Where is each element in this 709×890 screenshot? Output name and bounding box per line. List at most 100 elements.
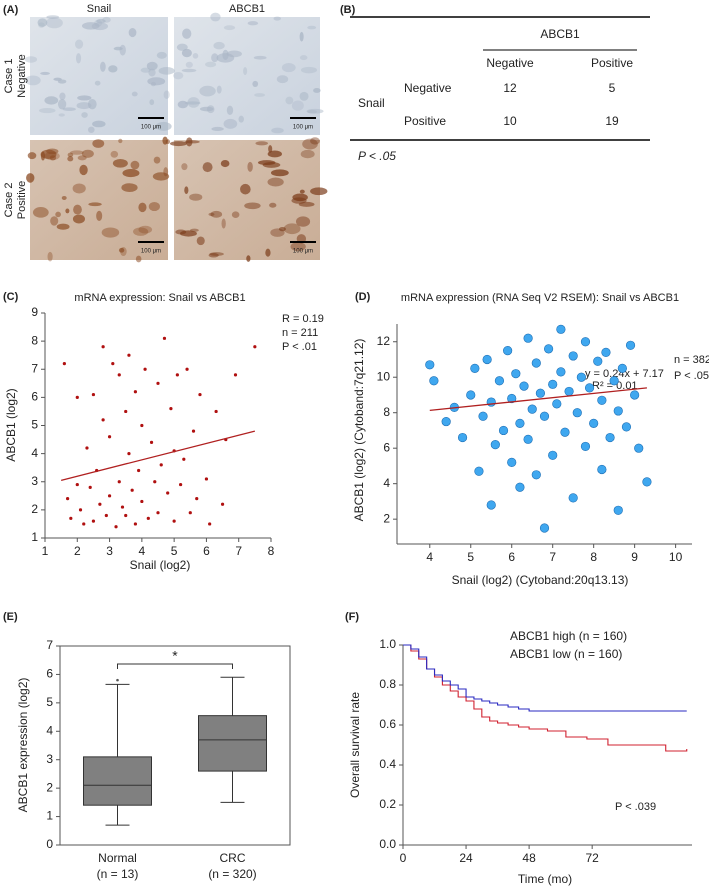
cell — [254, 93, 266, 97]
cell — [267, 177, 284, 187]
legend-entry: ABCB1 high (n = 160) — [510, 629, 627, 643]
cell — [27, 152, 37, 160]
x-tick-label: 24 — [459, 851, 473, 865]
y-axis-label: ABCB1 expression (log2) — [16, 678, 30, 813]
cell — [122, 169, 140, 178]
cell — [211, 126, 224, 132]
cell — [202, 162, 213, 173]
panel-label: (C) — [3, 291, 19, 303]
point — [220, 502, 225, 506]
table-cell: 12 — [503, 81, 517, 95]
annotation: P < .05 — [674, 370, 709, 382]
point — [601, 347, 611, 357]
point — [470, 363, 480, 373]
cell — [112, 158, 128, 168]
point — [490, 440, 500, 450]
point — [169, 407, 173, 411]
y-tick-label: 0.8 — [379, 677, 396, 691]
cell — [269, 202, 277, 208]
point — [630, 390, 640, 400]
point — [78, 508, 83, 512]
cell — [173, 71, 184, 80]
panel-label: (D) — [355, 291, 371, 303]
box — [83, 756, 152, 806]
significance: * — [172, 648, 178, 664]
point — [621, 422, 632, 432]
cell — [149, 99, 155, 106]
cell — [208, 253, 219, 258]
cell — [283, 223, 301, 235]
cell — [67, 156, 74, 162]
point — [133, 390, 137, 394]
cell — [298, 201, 315, 207]
cell — [169, 141, 188, 147]
point — [515, 482, 525, 492]
cell — [189, 228, 199, 232]
point — [140, 423, 144, 428]
x-tick-label: 0 — [400, 851, 407, 865]
cell — [299, 91, 309, 101]
x-tick-label: 9 — [631, 550, 638, 564]
cell — [92, 139, 105, 148]
point — [478, 411, 488, 421]
point — [127, 353, 131, 357]
cell — [26, 173, 35, 183]
cell — [302, 138, 318, 150]
cell — [290, 242, 306, 252]
cell — [216, 85, 222, 94]
cell — [44, 96, 59, 105]
cell — [223, 118, 238, 129]
cell — [292, 193, 308, 202]
point — [564, 386, 574, 397]
cell — [152, 172, 170, 181]
scale-bar-label: 100 μm — [293, 249, 313, 255]
x-tick-label: 3 — [106, 544, 113, 558]
annotation: R² = 0.01 — [592, 380, 638, 392]
x-tick-label: 2 — [74, 544, 81, 558]
point — [253, 345, 257, 349]
point — [527, 404, 537, 414]
point — [568, 351, 578, 361]
point — [120, 505, 125, 509]
y-tick-label: 4 — [383, 476, 390, 490]
y-tick-label: 12 — [377, 334, 391, 348]
point — [617, 363, 627, 373]
column-header: ABCB1 — [229, 3, 265, 15]
cell — [59, 92, 66, 101]
point — [204, 477, 209, 481]
point — [531, 470, 541, 480]
y-tick-label: 7 — [46, 638, 53, 652]
point — [609, 376, 619, 386]
cell — [155, 121, 172, 131]
cell — [295, 216, 311, 227]
point — [82, 522, 86, 526]
point — [511, 369, 521, 379]
table-note: P < .05 — [358, 149, 396, 163]
cell — [184, 101, 201, 105]
table-row-label: Positive — [404, 114, 446, 128]
cell — [240, 183, 251, 195]
point — [91, 519, 96, 523]
point — [195, 497, 199, 501]
point — [507, 457, 517, 467]
table-header: Negative — [486, 56, 534, 70]
chart-title: mRNA expression (RNA Seq V2 RSEM): Snail… — [401, 292, 679, 304]
cell — [88, 202, 102, 207]
cell — [306, 108, 324, 114]
point — [156, 381, 160, 385]
cell — [148, 201, 160, 212]
x-tick-label: 1 — [42, 544, 49, 558]
cell — [58, 113, 65, 117]
cell — [70, 150, 84, 155]
point — [552, 399, 562, 409]
y-axis-label: ABCB1 (log2) (Cytoband:7q21.12) — [352, 339, 366, 522]
point — [88, 485, 92, 489]
point — [214, 409, 218, 414]
cell — [47, 251, 53, 262]
point — [523, 434, 533, 444]
cell — [62, 107, 76, 111]
cell — [267, 150, 282, 158]
cell — [110, 150, 119, 158]
cell — [46, 15, 60, 19]
cell — [81, 22, 100, 30]
